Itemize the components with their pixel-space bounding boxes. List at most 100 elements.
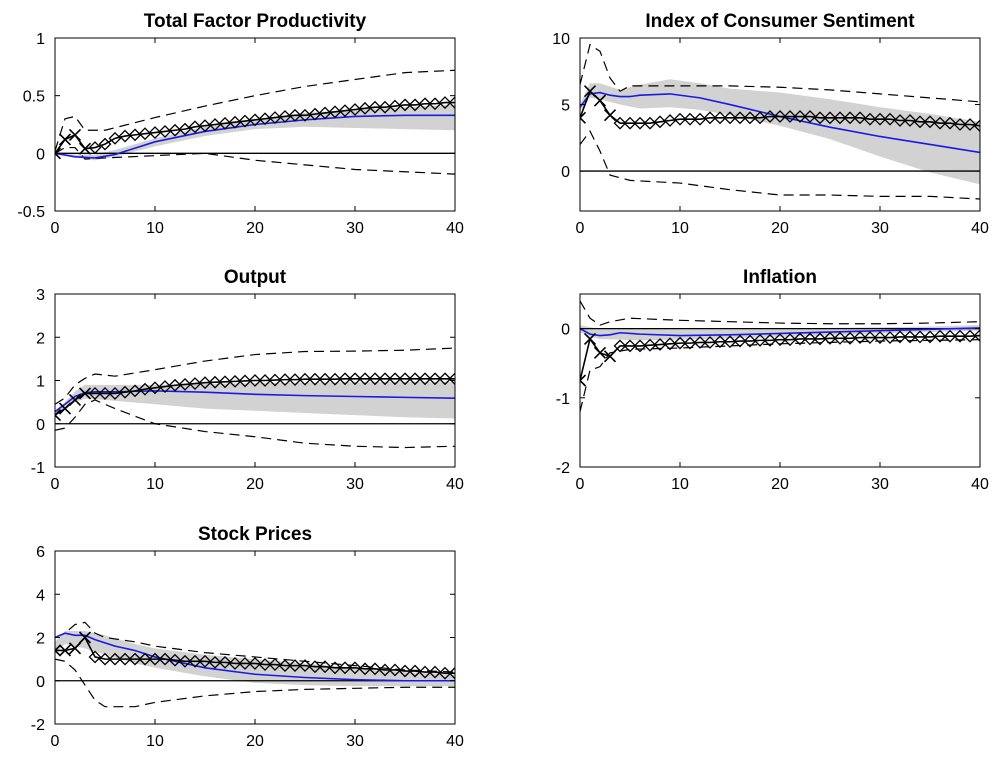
data-point-diamond-marker [883, 331, 897, 345]
data-point-diamond-marker [428, 97, 442, 111]
x-tick-label: 30 [871, 476, 889, 493]
y-tick-label: 1 [36, 374, 45, 391]
data-point-diamond-marker [673, 112, 687, 126]
panel-1: 0 10 20 30 40 0 5 10 Index of Consumer Sentiment [552, 11, 989, 237]
data-point-diamond-marker [873, 112, 887, 126]
data-point-diamond-marker [643, 116, 657, 130]
data-point-diamond-marker [208, 655, 222, 669]
data-point-x-marker [583, 332, 597, 346]
data-point-diamond-marker [438, 372, 452, 386]
data-point-diamond-marker [228, 115, 242, 129]
x-tick-label: 20 [771, 476, 789, 493]
lower-dashed-line [580, 339, 980, 412]
x-tick-label: 40 [446, 733, 464, 750]
data-point-diamond-marker [118, 652, 132, 666]
data-point-x-marker [58, 644, 72, 657]
data-point-diamond-marker [613, 339, 627, 353]
data-point-x-marker [78, 631, 92, 644]
x-tick-label: 10 [671, 220, 689, 237]
data-point-diamond-marker [823, 331, 837, 345]
data-point-diamond-marker [973, 329, 980, 342]
data-point-diamond-marker [318, 660, 332, 674]
x-tick-label: 20 [771, 220, 789, 237]
data-point-diamond-marker [358, 101, 372, 115]
data-point-x-marker [55, 409, 62, 422]
data-irf-line [580, 334, 980, 381]
data-point-diamond-marker [683, 336, 697, 350]
data-point-diamond-marker [973, 119, 980, 133]
panel-title: Index of Consumer Sentiment [645, 11, 915, 32]
x-tick-label: 40 [446, 220, 464, 237]
data-point-diamond-marker [853, 331, 867, 345]
data-point-diamond-marker [823, 111, 837, 125]
y-tick-label: -1 [31, 460, 45, 477]
data-point-diamond-marker [693, 112, 707, 126]
x-tick-label: 0 [576, 476, 585, 493]
data-point-diamond-marker [268, 111, 282, 124]
data-point-diamond-marker [388, 99, 402, 113]
data-point-x-marker [55, 644, 62, 657]
y-tick-label: -1 [556, 391, 570, 408]
data-point-diamond-marker [368, 372, 382, 386]
data-point-diamond-marker [108, 387, 122, 400]
data-point-diamond-marker [418, 665, 432, 679]
data-point-diamond-marker [358, 662, 372, 676]
data-point-diamond-marker [398, 98, 412, 112]
data-point-diamond-marker [418, 97, 432, 111]
data-point-diamond-marker [188, 120, 202, 134]
data-point-diamond-marker [793, 332, 807, 346]
data-point-diamond-marker [733, 111, 747, 125]
data-point-x-marker [580, 374, 587, 387]
data-point-diamond-marker [703, 111, 717, 125]
data-point-diamond-marker [733, 334, 747, 348]
panel-title: Output [224, 267, 287, 288]
data-point-x-marker [58, 133, 72, 146]
data-point-diamond-marker [128, 128, 142, 142]
data-point-diamond-marker [773, 110, 787, 123]
y-tick-label: 0 [36, 674, 45, 691]
data-point-diamond-marker [128, 384, 142, 398]
data-point-x-marker [68, 642, 82, 655]
data-point-x-marker [78, 142, 92, 155]
x-tick-label: 20 [246, 733, 264, 750]
lower-dashed-line [55, 399, 455, 449]
data-point-diamond-marker [723, 335, 737, 349]
data-point-diamond-marker [853, 111, 867, 125]
data-irf-line [580, 89, 980, 127]
x-tick-label: 10 [146, 476, 164, 493]
data-point-diamond-marker [428, 372, 442, 386]
data-point-x-marker [68, 393, 82, 407]
data-point-diamond-marker [623, 339, 637, 353]
data-point-diamond-marker [278, 373, 292, 387]
data-point-diamond-marker [803, 110, 817, 123]
y-tick-label: 3 [36, 287, 45, 304]
confidence-band [55, 104, 455, 161]
data-point-x-marker [55, 147, 62, 160]
data-point-diamond-marker [288, 373, 302, 387]
data-point-diamond-marker [913, 115, 927, 129]
data-point-diamond-marker [288, 659, 302, 673]
x-tick-label: 30 [346, 733, 364, 750]
data-point-diamond-marker [198, 119, 212, 133]
data-point-diamond-marker [308, 107, 322, 121]
data-point-x-marker [58, 402, 72, 415]
data-point-diamond-marker [108, 131, 122, 145]
data-point-diamond-marker [713, 111, 727, 125]
data-point-diamond-marker [743, 111, 757, 125]
x-tick-label: 30 [346, 220, 364, 237]
data-point-diamond-marker [883, 112, 897, 126]
data-point-diamond-marker [378, 663, 392, 677]
data-point-diamond-marker [258, 112, 272, 126]
data-point-diamond-marker [448, 666, 455, 680]
data-point-diamond-marker [198, 654, 212, 668]
data-point-diamond-marker [833, 331, 847, 345]
data-point-diamond-marker [863, 112, 877, 126]
data-point-diamond-marker [308, 372, 322, 386]
data-point-x-marker [593, 94, 607, 107]
data-point-diamond-marker [783, 110, 797, 123]
data-point-diamond-marker [833, 111, 847, 125]
data-point-diamond-marker [148, 381, 162, 395]
data-point-diamond-marker [88, 387, 102, 400]
data-point-diamond-marker [178, 654, 192, 668]
